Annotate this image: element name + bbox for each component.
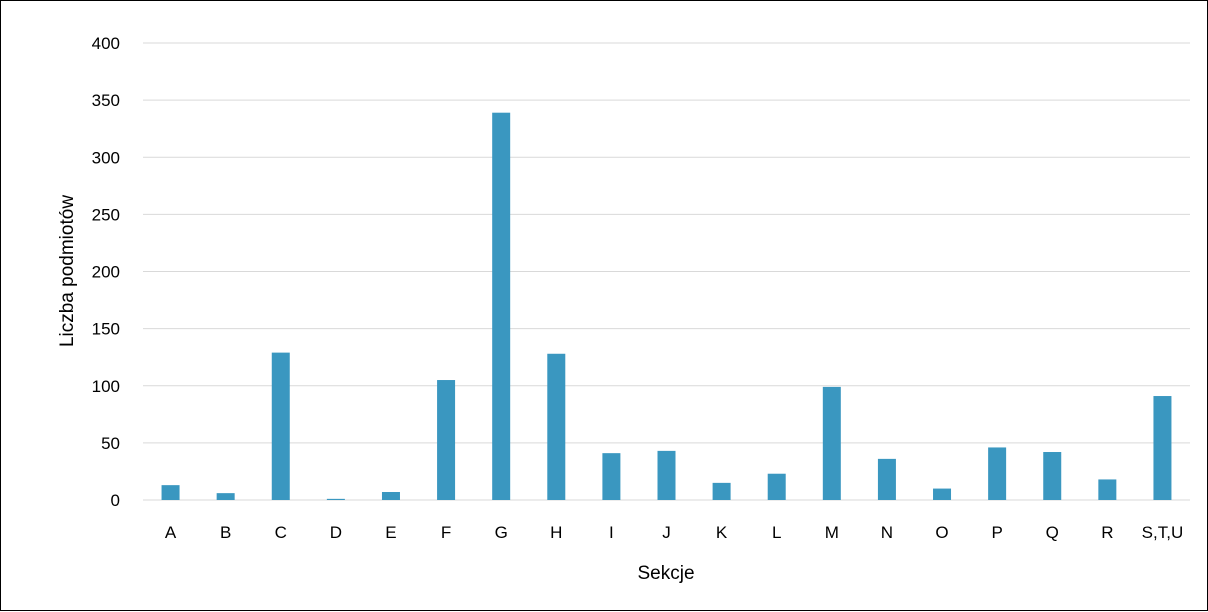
bar-a bbox=[161, 485, 180, 500]
bar-s-t-u bbox=[1153, 396, 1172, 500]
bar-c bbox=[271, 352, 290, 500]
x-tick-label: O bbox=[935, 523, 948, 542]
bar-k bbox=[712, 482, 731, 500]
y-tick-label: 0 bbox=[111, 491, 120, 510]
bars bbox=[161, 112, 1172, 500]
y-axis-ticks: 0 50 100 150 200 250 300 350 400 bbox=[92, 34, 120, 510]
y-tick-label: 400 bbox=[92, 34, 120, 53]
bar-j bbox=[657, 450, 676, 500]
bar-g bbox=[492, 112, 511, 500]
y-tick-label: 200 bbox=[92, 263, 120, 282]
x-tick-label: S,T,U bbox=[1142, 523, 1184, 542]
x-tick-label: B bbox=[220, 523, 231, 542]
bar-i bbox=[602, 453, 621, 500]
bar-q bbox=[1043, 452, 1062, 500]
x-tick-label: A bbox=[165, 523, 177, 542]
bar-b bbox=[216, 493, 235, 500]
x-axis-title: Sekcje bbox=[637, 563, 694, 584]
y-tick-label: 250 bbox=[92, 205, 120, 224]
bar-d bbox=[326, 498, 345, 500]
x-axis-ticks: A B C D E F G H I J K L M N O P Q R S,T,U bbox=[165, 523, 1183, 542]
y-tick-label: 300 bbox=[92, 148, 120, 167]
y-tick-label: 150 bbox=[92, 320, 120, 339]
x-tick-label: G bbox=[495, 523, 508, 542]
x-tick-label: Q bbox=[1046, 523, 1059, 542]
x-tick-label: I bbox=[609, 523, 614, 542]
x-tick-label: J bbox=[662, 523, 671, 542]
x-tick-label: P bbox=[991, 523, 1002, 542]
x-tick-label: K bbox=[716, 523, 728, 542]
bar-r bbox=[1098, 479, 1117, 500]
y-tick-label: 100 bbox=[92, 377, 120, 396]
y-axis-title: Liczba podmiotów bbox=[57, 195, 78, 347]
bar-h bbox=[547, 353, 566, 500]
x-tick-label: R bbox=[1101, 523, 1113, 542]
x-tick-label: M bbox=[825, 523, 839, 542]
gridlines bbox=[143, 42, 1190, 501]
x-tick-label: H bbox=[550, 523, 562, 542]
bar-m bbox=[822, 386, 841, 500]
bar-p bbox=[988, 447, 1007, 500]
bar-f bbox=[437, 380, 456, 500]
x-tick-label: C bbox=[275, 523, 287, 542]
x-tick-label: D bbox=[330, 523, 342, 542]
bar-n bbox=[877, 458, 896, 500]
y-tick-label: 50 bbox=[101, 434, 120, 453]
y-tick-label: 350 bbox=[92, 91, 120, 110]
bar-o bbox=[933, 488, 952, 500]
bar-e bbox=[381, 492, 400, 500]
x-tick-label: L bbox=[772, 523, 781, 542]
x-tick-label: E bbox=[385, 523, 396, 542]
bar-l bbox=[767, 473, 786, 500]
x-tick-label: N bbox=[881, 523, 893, 542]
x-tick-label: F bbox=[441, 523, 451, 542]
